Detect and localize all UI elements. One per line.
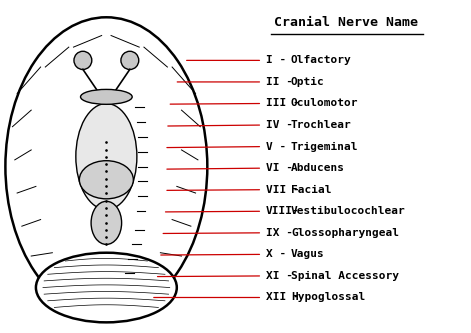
Text: I -: I - bbox=[266, 55, 286, 65]
Text: VI -: VI - bbox=[266, 163, 293, 173]
Ellipse shape bbox=[121, 51, 139, 70]
Ellipse shape bbox=[91, 201, 122, 244]
Text: XI -: XI - bbox=[266, 271, 293, 281]
Text: Optic: Optic bbox=[291, 77, 325, 87]
Text: Hypoglossal: Hypoglossal bbox=[291, 292, 365, 302]
Text: Olfactory: Olfactory bbox=[291, 55, 352, 65]
Text: II -: II - bbox=[266, 77, 293, 87]
Text: IV -: IV - bbox=[266, 120, 293, 130]
Text: X -: X - bbox=[266, 249, 286, 259]
Text: VII -: VII - bbox=[266, 185, 300, 195]
Text: Facial: Facial bbox=[291, 185, 332, 195]
Text: III -: III - bbox=[266, 99, 300, 109]
Text: Vestibulocochlear: Vestibulocochlear bbox=[291, 206, 406, 216]
Text: IX -: IX - bbox=[266, 228, 293, 238]
Ellipse shape bbox=[81, 89, 132, 104]
Ellipse shape bbox=[5, 17, 207, 316]
Text: Trigeminal: Trigeminal bbox=[291, 142, 358, 152]
Ellipse shape bbox=[76, 104, 137, 209]
Text: Oculomotor: Oculomotor bbox=[291, 99, 358, 109]
Text: Abducens: Abducens bbox=[291, 163, 345, 173]
Ellipse shape bbox=[36, 253, 177, 322]
Text: VIII-: VIII- bbox=[266, 206, 300, 216]
Text: Trochlear: Trochlear bbox=[291, 120, 352, 130]
Text: Cranial Nerve Name: Cranial Nerve Name bbox=[274, 16, 418, 29]
Ellipse shape bbox=[79, 161, 133, 199]
Text: Glossopharyngeal: Glossopharyngeal bbox=[291, 228, 399, 238]
Ellipse shape bbox=[74, 51, 92, 70]
Text: Vagus: Vagus bbox=[291, 249, 325, 259]
Text: XII -: XII - bbox=[266, 292, 300, 302]
Text: Spinal Accessory: Spinal Accessory bbox=[291, 271, 399, 281]
Text: V -: V - bbox=[266, 142, 286, 152]
